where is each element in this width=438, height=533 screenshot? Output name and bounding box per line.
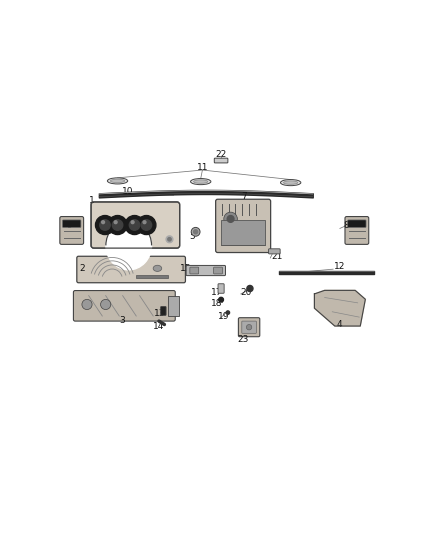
Ellipse shape xyxy=(283,181,298,184)
FancyBboxPatch shape xyxy=(215,199,271,253)
Circle shape xyxy=(125,215,144,235)
FancyBboxPatch shape xyxy=(218,284,224,293)
Text: 13: 13 xyxy=(154,309,165,318)
Text: 15: 15 xyxy=(180,264,191,273)
Circle shape xyxy=(227,215,234,222)
FancyBboxPatch shape xyxy=(74,290,175,321)
FancyBboxPatch shape xyxy=(242,321,256,333)
Text: 22: 22 xyxy=(215,150,227,159)
Circle shape xyxy=(246,325,252,330)
Text: 11: 11 xyxy=(197,163,208,172)
Circle shape xyxy=(168,238,171,241)
FancyBboxPatch shape xyxy=(214,158,228,163)
Ellipse shape xyxy=(153,265,162,271)
Ellipse shape xyxy=(106,221,152,270)
Circle shape xyxy=(226,311,230,314)
Circle shape xyxy=(166,236,173,243)
Circle shape xyxy=(191,228,200,236)
Circle shape xyxy=(137,215,156,235)
Ellipse shape xyxy=(280,180,301,185)
Circle shape xyxy=(224,212,237,225)
Text: 1: 1 xyxy=(88,196,94,205)
Circle shape xyxy=(102,221,105,224)
Text: 23: 23 xyxy=(237,335,249,344)
Circle shape xyxy=(114,221,117,224)
Text: 20: 20 xyxy=(240,288,251,297)
Text: 10: 10 xyxy=(122,187,134,196)
Text: 19: 19 xyxy=(218,312,229,321)
Ellipse shape xyxy=(107,178,128,184)
FancyBboxPatch shape xyxy=(221,220,265,245)
Text: 14: 14 xyxy=(152,322,164,332)
Text: 3: 3 xyxy=(119,316,125,325)
Text: 9: 9 xyxy=(66,221,72,230)
FancyBboxPatch shape xyxy=(91,202,180,248)
Circle shape xyxy=(129,220,140,230)
FancyBboxPatch shape xyxy=(60,216,84,245)
Text: 4: 4 xyxy=(336,320,342,329)
Polygon shape xyxy=(314,290,365,326)
FancyBboxPatch shape xyxy=(345,216,369,245)
FancyBboxPatch shape xyxy=(63,220,81,228)
Circle shape xyxy=(219,297,223,302)
FancyBboxPatch shape xyxy=(169,296,179,316)
Circle shape xyxy=(100,220,110,230)
Circle shape xyxy=(143,221,146,224)
Circle shape xyxy=(247,286,253,292)
FancyBboxPatch shape xyxy=(186,265,226,276)
FancyBboxPatch shape xyxy=(136,275,168,278)
Ellipse shape xyxy=(110,179,125,183)
Ellipse shape xyxy=(194,180,208,183)
Circle shape xyxy=(141,220,152,230)
FancyBboxPatch shape xyxy=(238,318,260,337)
FancyBboxPatch shape xyxy=(77,256,185,282)
FancyBboxPatch shape xyxy=(95,206,176,229)
Text: 7: 7 xyxy=(241,192,247,201)
FancyBboxPatch shape xyxy=(161,306,166,316)
Circle shape xyxy=(131,221,134,224)
FancyBboxPatch shape xyxy=(268,249,280,254)
Text: 17: 17 xyxy=(211,288,223,297)
Text: 12: 12 xyxy=(334,262,346,271)
Text: 21: 21 xyxy=(272,252,283,261)
Circle shape xyxy=(95,215,114,235)
Circle shape xyxy=(112,220,123,230)
FancyBboxPatch shape xyxy=(190,267,199,274)
Circle shape xyxy=(108,215,127,235)
Text: 8: 8 xyxy=(344,221,350,230)
FancyBboxPatch shape xyxy=(214,267,223,274)
Circle shape xyxy=(82,300,92,310)
FancyBboxPatch shape xyxy=(348,220,366,228)
Text: 18: 18 xyxy=(211,298,222,308)
Circle shape xyxy=(194,230,198,234)
Text: 5: 5 xyxy=(190,232,195,241)
Text: 2: 2 xyxy=(79,264,85,273)
Ellipse shape xyxy=(191,179,211,184)
Circle shape xyxy=(101,300,111,310)
